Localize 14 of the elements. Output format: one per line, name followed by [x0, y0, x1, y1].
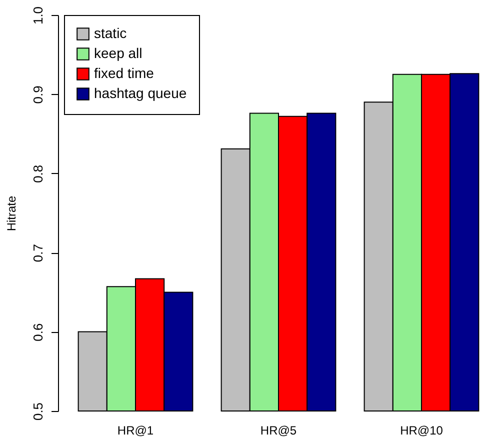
x-tick-label: HR@5 — [260, 424, 297, 438]
y-tick-label: 0.6 — [30, 323, 46, 342]
y-tick-label: 1.0 — [30, 6, 46, 25]
y-axis-title: Hitrate — [4, 196, 18, 232]
y-tick-label: 0.8 — [30, 164, 46, 183]
legend-label: static — [94, 25, 127, 41]
x-tick-label: HR@10 — [400, 424, 444, 438]
legend-label: hashtag queue — [94, 85, 187, 101]
x-tick-label: HR@1 — [117, 424, 154, 438]
y-tick-label: 0.9 — [30, 86, 46, 104]
legend-label: fixed time — [94, 65, 154, 81]
legend-label: keep all — [94, 45, 142, 61]
y-tick-label: 0.7 — [30, 244, 46, 262]
y-tick-label: 0.5 — [30, 402, 46, 421]
